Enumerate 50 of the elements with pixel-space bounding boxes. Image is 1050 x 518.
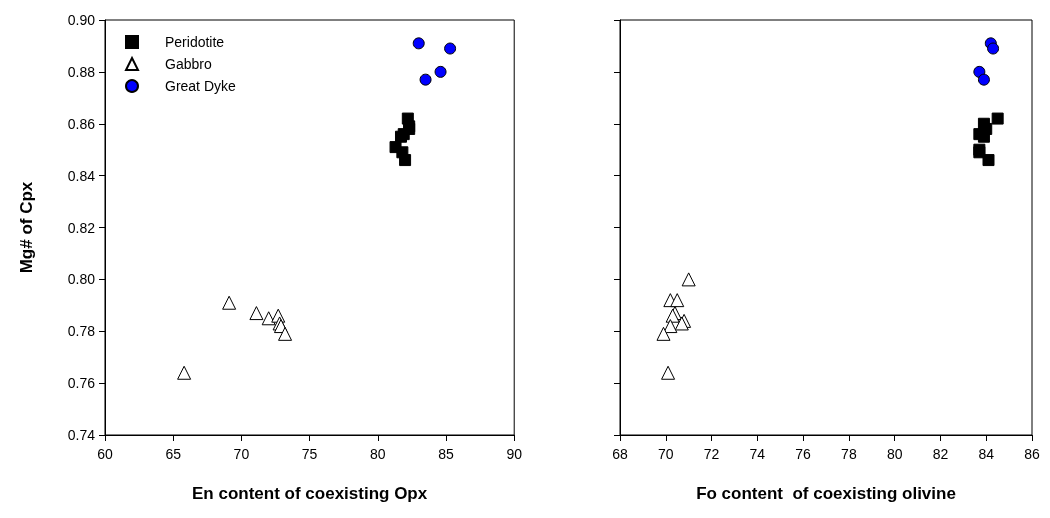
legend-label: Gabbro [165, 56, 212, 72]
point [177, 365, 192, 380]
x-tick-label: 80 [886, 446, 903, 462]
point [222, 295, 237, 310]
point [681, 272, 696, 287]
legend-label: Great Dyke [165, 78, 237, 94]
point [656, 326, 671, 341]
point [982, 154, 995, 167]
point [278, 326, 293, 341]
x-tick-label: 75 [301, 446, 318, 462]
y-tick-label: 0.74 [67, 427, 96, 443]
point [412, 37, 425, 50]
y-tick-label: 0.86 [67, 115, 96, 132]
x-tick-label: 76 [795, 446, 812, 462]
y-tick-label: 0.84 [67, 167, 96, 184]
point [434, 65, 447, 78]
x-axis-title: Fo content of coexisting olivine [696, 484, 956, 503]
point [977, 73, 990, 86]
point [987, 42, 1000, 55]
y-tick-label: 0.88 [67, 63, 96, 80]
point [419, 73, 432, 86]
x-tick-label: 68 [612, 446, 628, 462]
point [670, 293, 685, 308]
x-tick-label: 84 [978, 446, 995, 462]
point [249, 306, 264, 321]
x-tick-label: 78 [841, 446, 857, 462]
x-tick-label: 70 [657, 446, 674, 462]
x-tick-label: 85 [438, 446, 455, 462]
point [399, 154, 412, 167]
legend-label: Peridotite [165, 34, 225, 50]
x-tick-label: 65 [165, 446, 182, 462]
point [661, 365, 676, 380]
y-tick-label: 0.78 [67, 323, 96, 340]
x-tick-label: 82 [932, 446, 949, 462]
y-tick-label: 0.80 [67, 271, 96, 288]
y-tick-label: 0.82 [67, 219, 96, 236]
point [444, 42, 457, 55]
y-tick-label: 0.76 [67, 375, 96, 392]
x-tick-label: 74 [749, 446, 766, 462]
x-tick-label: 60 [97, 446, 113, 462]
x-axis-title: En content of coexisting Opx [192, 484, 428, 503]
x-tick-label: 80 [370, 446, 386, 462]
x-tick-label: 86 [1024, 446, 1040, 462]
x-tick-label: 70 [233, 446, 250, 462]
x-tick-label: 72 [703, 446, 720, 462]
point [663, 319, 678, 334]
x-tick-label: 90 [506, 446, 523, 462]
y-tick-label: 0.90 [67, 12, 96, 28]
point [991, 112, 1004, 125]
y-axis-title: Mg# of Cpx [17, 181, 36, 274]
